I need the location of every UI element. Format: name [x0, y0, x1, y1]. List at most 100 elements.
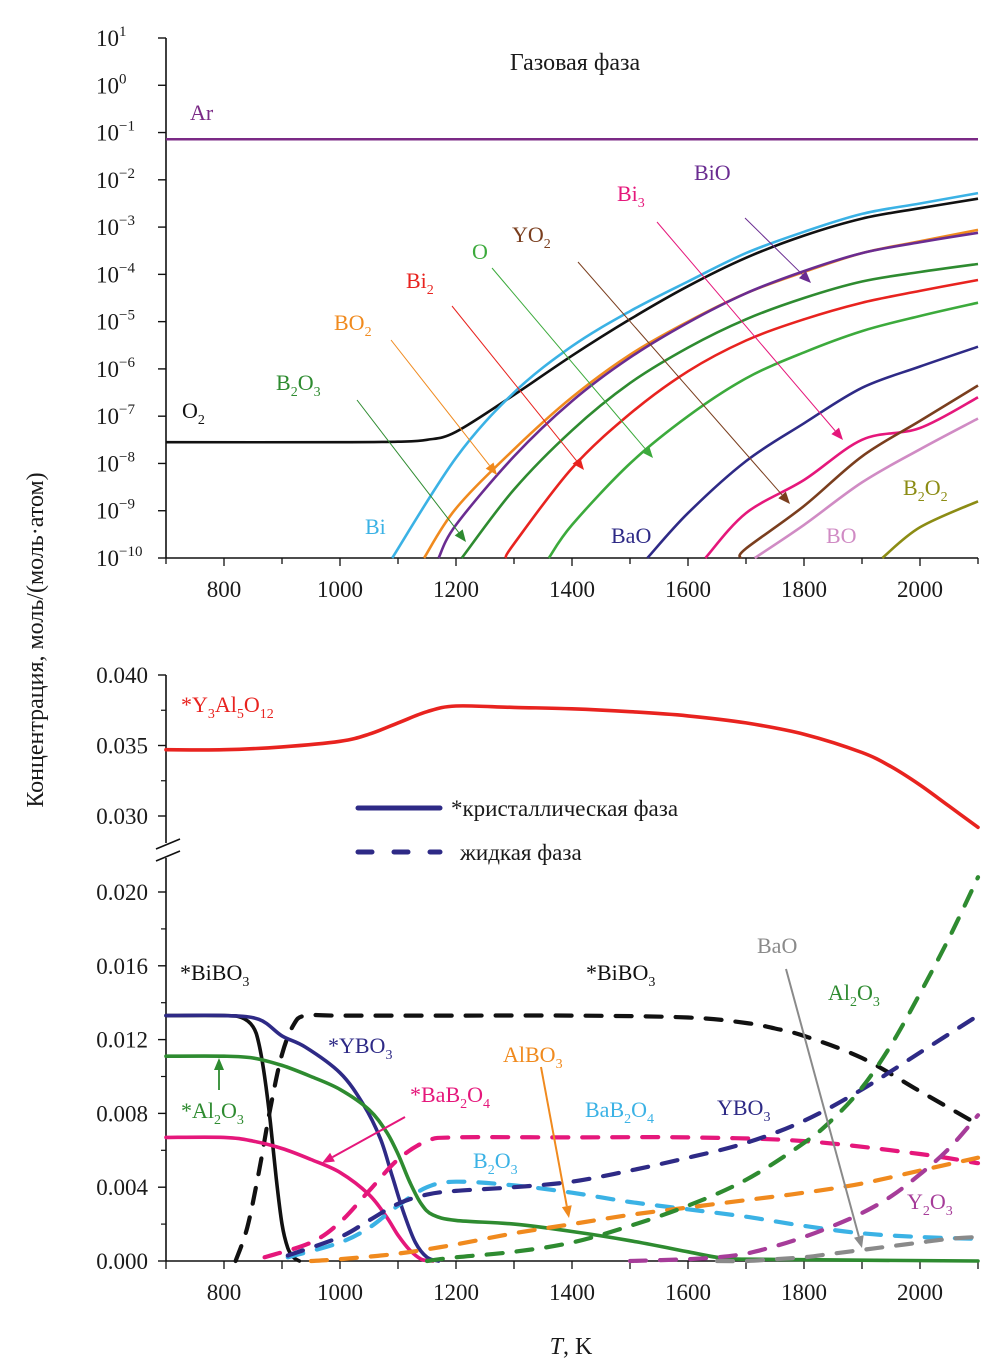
label-bibo3-crystal: *BiBO3	[180, 960, 249, 990]
cond-series-bab2o4-liquid	[262, 1135, 981, 1260]
gas-x-tick-label: 1000	[317, 577, 363, 602]
label-bao: BaO	[757, 933, 797, 958]
gas-x-tick-label: 1800	[781, 577, 827, 602]
cond-series-bao-liquid	[714, 1234, 981, 1264]
x-axis-title: T, K	[550, 1334, 593, 1360]
cond-series--al2o3	[164, 1054, 980, 1263]
label-ybo3-liquid: YBO3	[717, 1095, 770, 1125]
gas-label-bi3: Bi3	[617, 181, 645, 211]
label-bibo3-liquid: *BiBO3	[586, 960, 655, 990]
arrow-bab2o4-crystal	[322, 1116, 406, 1163]
gas-series-bi3	[704, 396, 979, 559]
gas-label-b2o3: B2O3	[276, 370, 321, 400]
gas-y-tick-label: 10−5	[96, 308, 135, 335]
label-bab2o4-crystal: *BaB2O4	[410, 1082, 490, 1112]
cond-x-tick-label: 800	[207, 1280, 242, 1305]
gas-arrow-bo2	[390, 339, 497, 475]
cond-y-tick-label: 0.035	[96, 734, 148, 759]
gas-arrow-b2o3	[356, 399, 466, 542]
cond-x-tick-label: 1200	[433, 1280, 479, 1305]
label-ybo3-crystal: *YBO3	[328, 1033, 392, 1063]
cond-y-tick-label: 0.004	[96, 1175, 148, 1200]
gas-series-bo	[753, 417, 979, 560]
gas-y-tick-label: 101	[96, 24, 127, 51]
condensed-phase-series	[164, 704, 981, 1264]
gas-y-tick-label: 10−9	[96, 497, 135, 524]
gas-series-b2o3	[460, 262, 979, 559]
label-y3al5o12: *Y3Al5O12	[181, 692, 274, 722]
gas-label-o: O	[472, 239, 488, 264]
gas-series-bi2	[504, 278, 979, 559]
gas-y-tick-label: 10−7	[96, 402, 135, 429]
x-axis-title-unit: , K	[563, 1334, 593, 1360]
gas-phase-axes: 101 100 10−1 10−2 10−3 10−4 10−5 10−6 10−7 10−8 10…	[96, 24, 979, 602]
cond-series-al2o3-liquid	[424, 875, 981, 1264]
cond-x-tick-label: 2000	[897, 1280, 943, 1305]
label-y2o3: Y2O3	[907, 1189, 953, 1219]
gas-x-tick-label: 1200	[433, 577, 479, 602]
cond-series-y2o3-liquid	[627, 1113, 981, 1264]
gas-x-tick-label: 1400	[549, 577, 595, 602]
cond-x-tick-label: 1400	[549, 1280, 595, 1305]
gas-label-ar: Ar	[190, 100, 214, 125]
axis-break-mark	[155, 838, 181, 850]
label-b2o3: B2O3	[473, 1148, 518, 1178]
gas-x-tick-label: 800	[207, 577, 242, 602]
arrow-bao	[785, 968, 864, 1248]
gas-arrow-yo2	[577, 261, 790, 504]
label-bab2o4-liquid: BaB2O4	[585, 1097, 654, 1127]
legend-label-crystal: *кристаллическая фаза	[451, 796, 678, 821]
gas-label-o2: O2	[182, 398, 205, 428]
gas-phase-series	[165, 137, 979, 560]
axis-break-mark	[155, 850, 181, 862]
gas-label-b2o2: B2O2	[903, 475, 948, 505]
gas-label-bo2: BO2	[334, 310, 372, 340]
gas-x-tick-label: 2000	[897, 577, 943, 602]
gas-arrow-bio	[744, 217, 811, 283]
gas-arrow-bi2	[451, 305, 584, 470]
cond-series-albo3-liquid	[308, 1155, 981, 1264]
y-axis-title: Концентрация, моль/(моль·атом)	[23, 472, 49, 807]
gas-y-tick-label: 10−6	[96, 355, 135, 382]
x-axis-title-var: T	[550, 1334, 565, 1360]
label-al2o3-liquid: Al2O3	[828, 980, 880, 1010]
gas-label-bi: Bi	[365, 514, 386, 539]
gas-label-bi2: Bi2	[406, 268, 434, 298]
cond-series--y3al5o12	[164, 704, 980, 830]
gas-series-bao	[646, 345, 979, 559]
cond-y-tick-label: 0.012	[96, 1028, 148, 1053]
cond-y-tick-label: 0.020	[96, 880, 148, 905]
condensed-phase-annotations: *Y3Al5O12 *BiBO3 *BiBO3 *YBO3 *Al2O3 *BaB2O4 A…	[180, 692, 953, 1248]
legend: *кристаллическая фаза жидкая фаза	[355, 796, 678, 865]
cond-series--bibo3-liquid	[233, 1012, 981, 1264]
gas-series-yo2	[738, 384, 979, 559]
gas-series-o	[547, 301, 979, 559]
condensed-phase-axes: 0.040 0.035 0.030 0.020 0.016 0.012 0.008 0.004…	[96, 663, 979, 1305]
gas-phase-title: Газовая фаза	[510, 50, 641, 76]
gas-label-bio: BiO	[694, 160, 731, 185]
cond-series-ybo3-liquid	[285, 1013, 981, 1258]
gas-y-tick-label: 10−8	[96, 449, 135, 476]
gas-label-bao: BaO	[611, 523, 651, 548]
gas-series-bio	[437, 231, 979, 559]
gas-y-tick-label: 10−3	[96, 213, 135, 240]
gas-y-tick-label: 100	[96, 71, 127, 98]
gas-arrow-bi3	[656, 221, 843, 440]
gas-series-bi	[391, 191, 979, 559]
gas-series-o2	[165, 197, 979, 444]
gas-y-tick-label: 10−10	[96, 544, 142, 571]
cond-y-tick-label: 0.016	[96, 954, 148, 979]
cond-x-tick-label: 1800	[781, 1280, 827, 1305]
label-albo3: AlBO3	[503, 1042, 563, 1072]
gas-y-tick-label: 10−1	[96, 119, 135, 146]
cond-y-tick-label: 0.000	[96, 1249, 148, 1274]
gas-phase-annotations: Ar O2 Bi BO2 BiO B2O3 Bi2 O BaO Bi3 YO2 BO B2O2	[182, 100, 948, 548]
cond-x-tick-label: 1000	[317, 1280, 363, 1305]
label-al2o3-crystal: *Al2O3	[181, 1098, 244, 1128]
cond-y-tick-label: 0.040	[96, 663, 148, 688]
cond-y-tick-label: 0.030	[96, 804, 148, 829]
gas-x-tick-label: 1600	[665, 577, 711, 602]
arrow-albo3	[540, 1066, 572, 1218]
gas-series-b2o2	[881, 500, 979, 560]
